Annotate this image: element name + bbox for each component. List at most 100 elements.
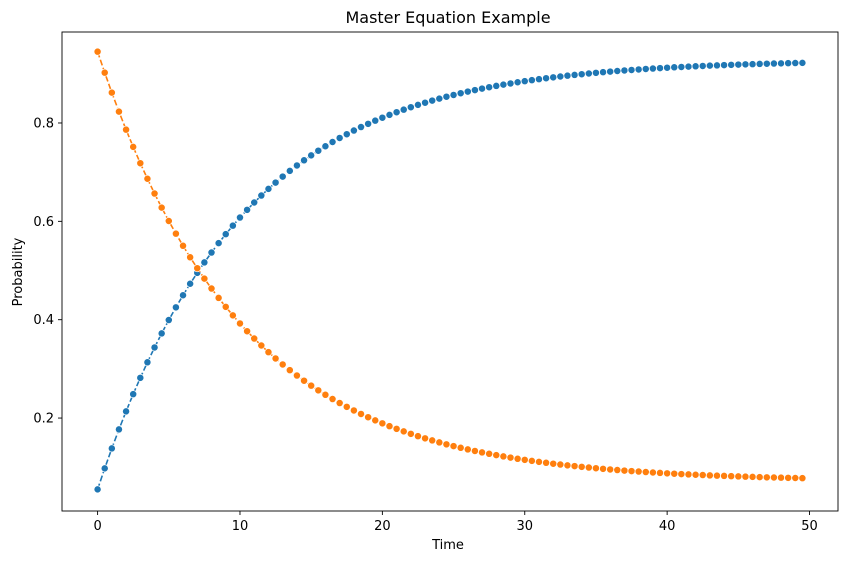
data-point [549, 73, 558, 82]
data-point [171, 303, 180, 312]
y-tick-label: 0.4 [33, 313, 54, 328]
x-tick-label: 0 [93, 519, 101, 534]
data-point [720, 61, 729, 70]
data-point [179, 291, 187, 300]
data-point [656, 468, 664, 477]
data-point [414, 432, 422, 441]
data-point [613, 466, 622, 474]
data-point [186, 253, 195, 262]
data-point [136, 159, 145, 168]
data-point [136, 373, 145, 382]
data-point [570, 70, 579, 79]
data-point [691, 470, 700, 479]
data-point [513, 78, 522, 87]
data-point [214, 239, 223, 248]
data-point [164, 316, 173, 324]
data-point [143, 174, 152, 183]
data-point [492, 451, 501, 460]
data-point [606, 465, 615, 474]
data-point [364, 119, 373, 128]
data-point [499, 80, 508, 89]
x-axis-label: Time [431, 538, 464, 553]
data-point [777, 59, 785, 68]
data-point [478, 84, 486, 93]
plot-area [61, 31, 839, 512]
data-point [200, 258, 209, 267]
data-point [378, 113, 387, 122]
data-point [556, 460, 565, 469]
data-point [535, 457, 543, 466]
data-point [527, 76, 536, 85]
data-point [798, 58, 807, 67]
data-point [705, 471, 714, 480]
data-point [236, 319, 244, 328]
data-point [300, 156, 309, 165]
data-point [755, 473, 764, 482]
data-point [129, 142, 138, 151]
data-point [563, 71, 572, 80]
data-point [428, 436, 437, 445]
data-point [705, 61, 714, 70]
series-layer [93, 47, 807, 494]
data-point [492, 81, 501, 90]
data-point [228, 311, 237, 320]
data-point [285, 166, 294, 175]
data-point [606, 67, 615, 76]
data-point [499, 452, 508, 461]
data-point [584, 69, 593, 78]
data-point [470, 86, 479, 95]
plot-background [62, 32, 838, 511]
data-point [549, 459, 558, 468]
data-point [278, 360, 287, 369]
data-point [321, 142, 330, 151]
series-2 [93, 47, 807, 483]
data-point [798, 474, 807, 483]
data-point [513, 454, 522, 463]
y-axis: 0.2 0.4 0.6 0.8 [33, 116, 62, 427]
data-point [677, 470, 686, 479]
data-point [250, 334, 259, 343]
data-point [236, 213, 244, 222]
data-point [791, 59, 800, 67]
data-point [620, 466, 629, 475]
data-point [414, 100, 422, 109]
data-point [556, 72, 565, 81]
data-point [527, 456, 536, 465]
data-point [762, 473, 771, 482]
data-point [93, 485, 102, 494]
data-point [157, 329, 166, 338]
data-point [627, 66, 636, 74]
data-point [115, 107, 123, 116]
data-point [385, 422, 394, 431]
data-point [563, 461, 572, 470]
data-point [656, 64, 664, 73]
data-point [93, 47, 102, 56]
data-point [734, 472, 743, 481]
data-point [100, 68, 109, 77]
data-point [399, 105, 408, 114]
data-point [698, 471, 707, 480]
data-point [584, 463, 593, 472]
y-tick-label: 0.8 [33, 116, 54, 131]
data-point [435, 438, 444, 447]
data-point [634, 467, 643, 476]
data-point [713, 471, 721, 480]
chart-title: Master Equation Example [345, 8, 550, 27]
data-point [421, 98, 430, 107]
data-point [663, 63, 672, 72]
data-point [171, 229, 180, 238]
data-point [150, 189, 159, 198]
data-point [243, 327, 252, 336]
data-point [769, 473, 778, 482]
data-point [314, 386, 323, 395]
data-point [421, 434, 430, 443]
data-point [577, 462, 586, 471]
data-point [684, 62, 693, 71]
data-point [150, 343, 159, 352]
data-point [292, 371, 301, 380]
data-point [470, 447, 479, 455]
data-point [157, 203, 166, 212]
data-point [207, 248, 216, 257]
data-point [186, 279, 195, 288]
